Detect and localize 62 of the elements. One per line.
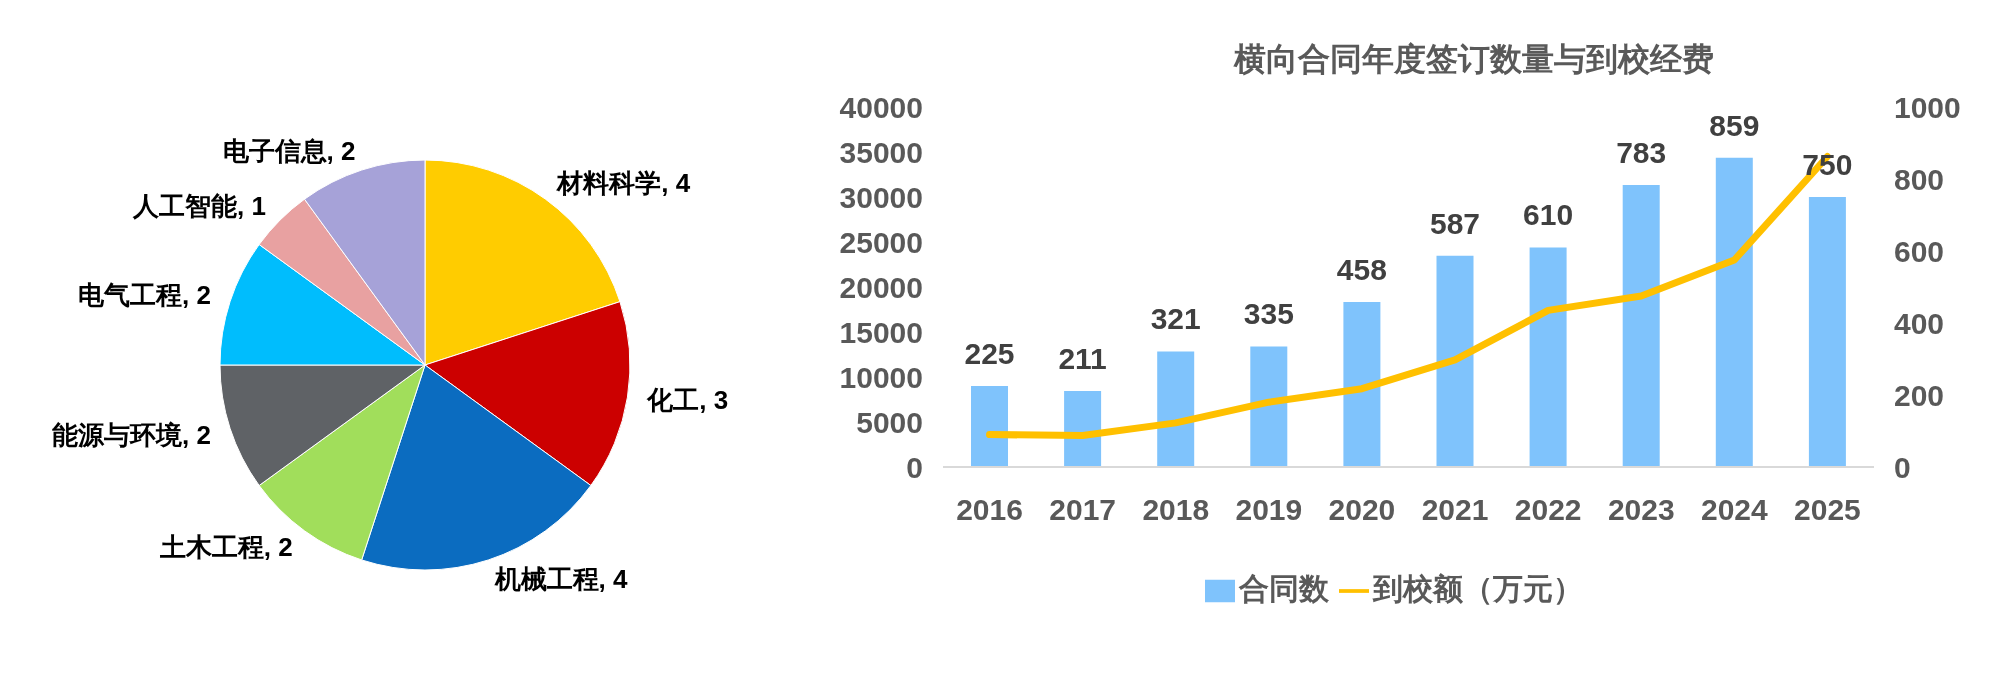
x-tick-label: 2016 xyxy=(956,493,1023,527)
slice-label: 土木工程 xyxy=(158,532,264,563)
data-label: 587 xyxy=(1429,206,1481,240)
data-label: , 1 xyxy=(236,190,266,221)
y-tick-label: 20000 xyxy=(839,270,923,304)
y2-tick-label: 0 xyxy=(1894,450,1911,484)
y2-tick-label: 800 xyxy=(1894,162,1945,196)
y-tick-label: 30000 xyxy=(839,180,923,214)
data-label: 335 xyxy=(1243,297,1294,331)
x-tick-label: 2025 xyxy=(1794,493,1861,527)
data-label: , 2 xyxy=(263,532,293,563)
y2-tick-label: 400 xyxy=(1894,306,1945,340)
bar xyxy=(971,386,1008,467)
slice-label: 电气工程 xyxy=(78,280,183,311)
data-label: , 2 xyxy=(182,280,212,311)
y2-tick-label: 200 xyxy=(1894,378,1945,412)
y-tick-label: 35000 xyxy=(839,135,923,169)
data-label: 783 xyxy=(1616,136,1667,170)
x-tick-label: 2019 xyxy=(1235,493,1303,527)
bar xyxy=(1343,302,1381,467)
slice-label: 能源与环境 xyxy=(52,419,183,450)
legend-label: 合同数 xyxy=(1238,572,1329,605)
legend-label: 到校额（万元） xyxy=(1372,572,1583,605)
data-label: 859 xyxy=(1709,108,1760,142)
x-tick-label: 2017 xyxy=(1049,493,1117,527)
y2-tick-label: 600 xyxy=(1894,234,1945,268)
slice-label: 化工 xyxy=(646,385,700,416)
y-tick-label: 15000 xyxy=(839,315,923,349)
data-label: 225 xyxy=(964,337,1015,370)
bar xyxy=(1622,185,1660,467)
chart-title: 横向合同年度签订数量与到校经费 xyxy=(1232,40,1715,79)
slice-label: 人工智能 xyxy=(131,190,237,221)
y-tick-label: 40000 xyxy=(839,90,923,124)
data-label: , 3 xyxy=(699,385,729,416)
x-tick-label: 2020 xyxy=(1328,493,1396,527)
bar xyxy=(1808,197,1846,467)
data-label: , 4 xyxy=(661,167,691,198)
data-label: 321 xyxy=(1150,302,1201,336)
bar xyxy=(1157,351,1195,467)
slice-label: 机械工程 xyxy=(493,563,599,594)
x-tick-label: 2022 xyxy=(1514,493,1582,527)
y-tick-label: 5000 xyxy=(856,405,923,439)
x-tick-label: 2023 xyxy=(1607,493,1675,527)
data-label: , 4 xyxy=(598,563,628,594)
data-label: , 2 xyxy=(326,136,356,167)
data-label: 211 xyxy=(1058,342,1107,376)
x-tick-label: 2018 xyxy=(1142,493,1210,527)
data-label: , 2 xyxy=(182,419,212,450)
data-label: 458 xyxy=(1336,253,1387,287)
data-label: 610 xyxy=(1523,198,1574,232)
bar xyxy=(1715,157,1753,467)
y-tick-label: 0 xyxy=(906,450,923,484)
slice-label: 材料科学 xyxy=(556,167,662,198)
x-tick-label: 2021 xyxy=(1421,493,1489,527)
bar xyxy=(1250,346,1288,467)
y2-tick-label: 1000 xyxy=(1894,90,1961,124)
slice-label: 电子信息 xyxy=(222,136,327,167)
x-tick-label: 2024 xyxy=(1700,493,1769,527)
bar xyxy=(1529,247,1567,467)
bar xyxy=(1436,255,1474,467)
y-tick-label: 10000 xyxy=(839,360,923,394)
y-tick-label: 25000 xyxy=(839,225,923,259)
